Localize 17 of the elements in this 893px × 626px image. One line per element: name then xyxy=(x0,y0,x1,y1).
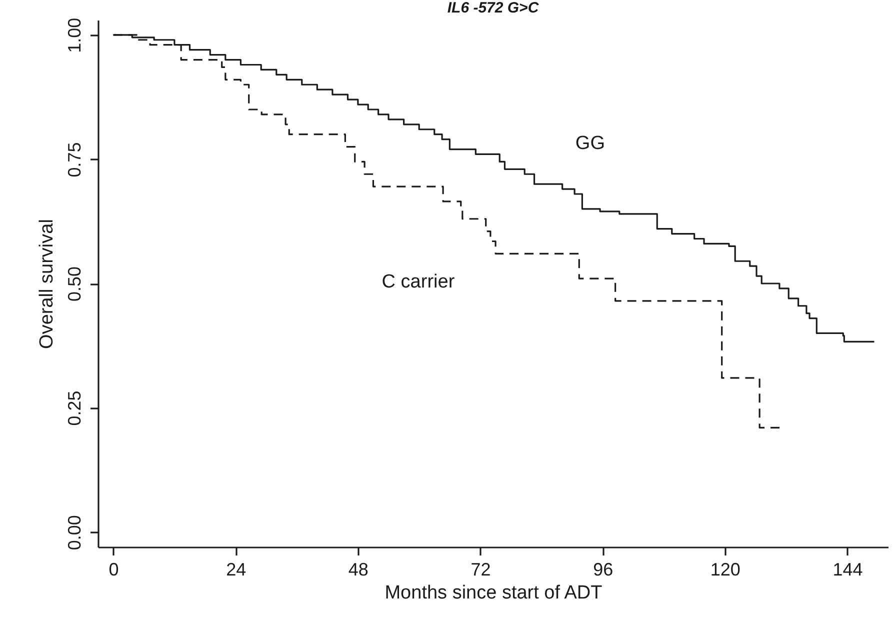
y-tick-label: 1.00 xyxy=(64,18,84,53)
x-tick-label: 120 xyxy=(710,560,740,580)
y-axis-title: Overall survival xyxy=(36,219,58,349)
y-tick-label: 0.50 xyxy=(64,266,84,302)
y-tick-label: 0.75 xyxy=(64,142,84,178)
x-tick-label: 0 xyxy=(108,560,119,580)
x-tick-label: 96 xyxy=(593,560,614,580)
x-tick-label: 72 xyxy=(470,560,491,580)
y-tick-label: 0.00 xyxy=(64,515,84,550)
x-tick-label: 24 xyxy=(226,560,246,580)
series-label: GG xyxy=(575,132,605,154)
y-tick-label: 0.25 xyxy=(64,390,84,426)
chart-title: IL6 -572 G>C xyxy=(447,0,540,16)
x-axis-title: Months since start of ADT xyxy=(384,582,603,604)
text: C carrier xyxy=(382,272,456,293)
x-tick-label: 48 xyxy=(348,560,368,580)
x-tick-label: 144 xyxy=(832,560,863,580)
